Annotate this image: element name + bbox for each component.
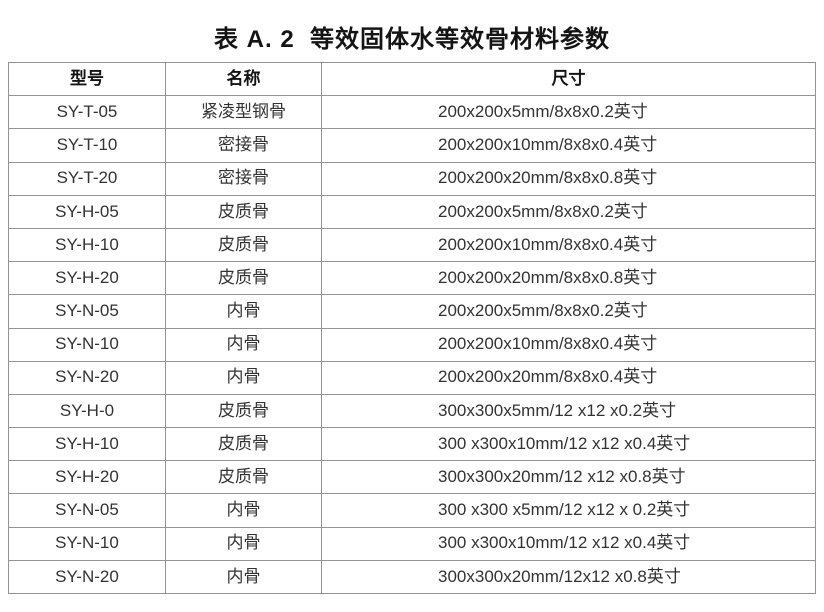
cell-model: SY-H-0: [8, 393, 166, 429]
cell-model: SY-N-10: [8, 526, 166, 561]
table-row: SY-H-20 皮质骨 300x300x20mm/12 x12 x0.8英寸: [8, 460, 816, 495]
cell-size: 200x200x10mm/8x8x0.4英寸: [321, 227, 816, 263]
cell-name: 皮质骨: [165, 194, 322, 229]
cell-size: 200x200x20mm/8x8x0.4英寸: [321, 360, 816, 395]
table-row: SY-H-05 皮质骨 200x200x5mm/8x8x0.2英寸: [8, 194, 816, 229]
column-header-size: 尺寸: [321, 61, 816, 97]
table-row: SY-N-10 内骨 200x200x10mm/8x8x0.4英寸: [8, 327, 816, 362]
table-row: SY-N-10 内骨 300 x300x10mm/12 x12 x0.4英寸: [8, 526, 816, 561]
table-row: SY-N-20 内骨 200x200x20mm/8x8x0.4英寸: [8, 360, 816, 395]
cell-size: 200x200x20mm/8x8x0.8英寸: [321, 261, 816, 296]
column-header-name: 名称: [165, 61, 322, 97]
table-row: SY-H-10 皮质骨 200x200x10mm/8x8x0.4英寸: [8, 227, 816, 263]
cell-size: 300x300x20mm/12x12 x0.8英寸: [321, 559, 816, 595]
cell-model: SY-T-10: [8, 128, 166, 163]
cell-model: SY-H-20: [8, 261, 166, 296]
cell-model: SY-N-05: [8, 294, 166, 329]
cell-model: SY-H-10: [8, 227, 166, 263]
material-parameter-table: 型号 名称 尺寸 SY-T-05 紧凌型钢骨 200x200x5mm/8x8x0.2…: [8, 61, 816, 595]
cell-model: SY-T-20: [8, 161, 166, 196]
cell-name: 内骨: [165, 327, 322, 362]
cell-model: SY-N-10: [8, 327, 166, 362]
cell-size: 200x200x10mm/8x8x0.4英寸: [321, 327, 816, 362]
cell-size: 200x200x5mm/8x8x0.2英寸: [321, 95, 816, 130]
cell-size: 200x200x10mm/8x8x0.4英寸: [321, 128, 816, 163]
cell-name: 皮质骨: [165, 227, 322, 263]
cell-size: 200x200x20mm/8x8x0.8英寸: [321, 161, 816, 196]
cell-size: 300x300x5mm/12 x12 x0.2英寸: [321, 393, 816, 429]
cell-size: 200x200x5mm/8x8x0.2英寸: [321, 294, 816, 329]
cell-name: 皮质骨: [165, 393, 322, 429]
cell-model: SY-N-20: [8, 360, 166, 395]
cell-name: 内骨: [165, 493, 322, 528]
cell-name: 皮质骨: [165, 261, 322, 296]
cell-model: SY-N-05: [8, 493, 166, 528]
table-row: SY-H-20 皮质骨 200x200x20mm/8x8x0.8英寸: [8, 261, 816, 296]
cell-model: SY-T-05: [8, 95, 166, 130]
cell-size: 300 x300 x5mm/12 x12 x 0.2英寸: [321, 493, 816, 528]
table-row: SY-N-05 内骨 200x200x5mm/8x8x0.2英寸: [8, 294, 816, 329]
cell-name: 皮质骨: [165, 460, 322, 495]
cell-name: 密接骨: [165, 128, 322, 163]
table-row: SY-H-0 皮质骨 300x300x5mm/12 x12 x0.2英寸: [8, 393, 816, 429]
cell-size: 300x300x20mm/12 x12 x0.8英寸: [321, 460, 816, 495]
cell-model: SY-H-20: [8, 460, 166, 495]
table-row: SY-N-05 内骨 300 x300 x5mm/12 x12 x 0.2英寸: [8, 493, 816, 528]
cell-model: SY-N-20: [8, 559, 166, 595]
cell-name: 紧凌型钢骨: [165, 95, 322, 130]
cell-size: 200x200x5mm/8x8x0.2英寸: [321, 194, 816, 229]
table-row: SY-T-05 紧凌型钢骨 200x200x5mm/8x8x0.2英寸: [8, 95, 816, 130]
cell-name: 内骨: [165, 360, 322, 395]
cell-size: 300 x300x10mm/12 x12 x0.4英寸: [321, 427, 816, 462]
table-header-row: 型号 名称 尺寸: [8, 61, 816, 97]
cell-name: 密接骨: [165, 161, 322, 196]
cell-model: SY-H-10: [8, 427, 166, 462]
cell-name: 皮质骨: [165, 427, 322, 462]
table-row: SY-T-10 密接骨 200x200x10mm/8x8x0.4英寸: [8, 128, 816, 163]
table-row: SY-N-20 内骨 300x300x20mm/12x12 x0.8英寸: [8, 559, 816, 595]
cell-model: SY-H-05: [8, 194, 166, 229]
cell-name: 内骨: [165, 559, 322, 595]
table-row: SY-H-10 皮质骨 300 x300x10mm/12 x12 x0.4英寸: [8, 427, 816, 462]
cell-size: 300 x300x10mm/12 x12 x0.4英寸: [321, 526, 816, 561]
cell-name: 内骨: [165, 294, 322, 329]
column-header-model: 型号: [8, 61, 166, 97]
table-body: SY-T-05 紧凌型钢骨 200x200x5mm/8x8x0.2英寸 SY-T-10…: [8, 95, 816, 595]
table-title: 表 A. 2 等效固体水等效骨材料参数: [213, 26, 611, 53]
table-row: SY-T-20 密接骨 200x200x20mm/8x8x0.8英寸: [8, 161, 816, 196]
cell-name: 内骨: [165, 526, 322, 561]
